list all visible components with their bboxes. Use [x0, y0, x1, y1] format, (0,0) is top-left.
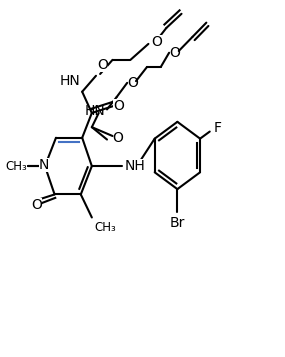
Text: O: O: [97, 58, 108, 72]
Text: O: O: [31, 198, 42, 212]
Text: HN: HN: [85, 104, 106, 118]
Text: F: F: [214, 121, 222, 135]
Text: O: O: [127, 76, 138, 90]
Text: O: O: [113, 99, 124, 113]
Text: O: O: [151, 35, 162, 49]
Text: Br: Br: [170, 216, 185, 230]
Text: CH₃: CH₃: [5, 160, 27, 172]
Text: HN: HN: [60, 74, 81, 88]
Text: NH: NH: [125, 159, 146, 173]
Text: O: O: [169, 46, 180, 60]
Text: N: N: [39, 159, 49, 172]
Text: O: O: [113, 131, 123, 145]
Text: CH₃: CH₃: [95, 221, 116, 234]
